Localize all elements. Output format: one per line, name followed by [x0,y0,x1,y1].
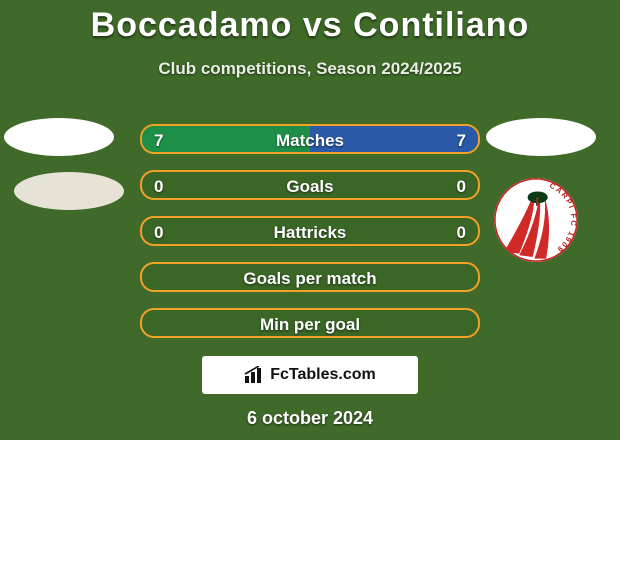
watermark: FcTables.com [202,356,418,394]
watermark-text: FcTables.com [270,366,376,384]
player-left-badge-secondary [14,172,124,210]
snapshot-date: 6 october 2024 [0,408,620,429]
stat-row: 00Goals [140,170,480,200]
club-badge-right: CARPI FC 1909 [494,178,578,262]
infographic-panel: Boccadamo vs Contiliano Club competition… [0,0,620,440]
title-left: Boccadamo [91,6,293,44]
player-right-badge [486,118,596,156]
stat-row: 77Matches [140,124,480,154]
stat-label: Min per goal [142,310,478,338]
player-left-badge [4,118,114,156]
stat-label: Goals [142,172,478,200]
stats-list: 77Matches 00Goals 00Hattricks Goals per mat… [140,124,480,354]
page-title: Boccadamo vs Contiliano [0,0,620,45]
subtitle: Club competitions, Season 2024/2025 [0,59,620,79]
title-right: Contiliano [353,6,529,44]
stat-row: Goals per match [140,262,480,292]
title-sep: vs [303,6,343,44]
bar-chart-icon [244,366,266,384]
stat-row: 00Hattricks [140,216,480,246]
stat-row: Min per goal [140,308,480,338]
stat-label: Hattricks [142,218,478,246]
club-crest-icon: CARPI FC 1909 [494,178,578,262]
stat-label: Goals per match [142,264,478,292]
stat-label: Matches [142,126,478,154]
